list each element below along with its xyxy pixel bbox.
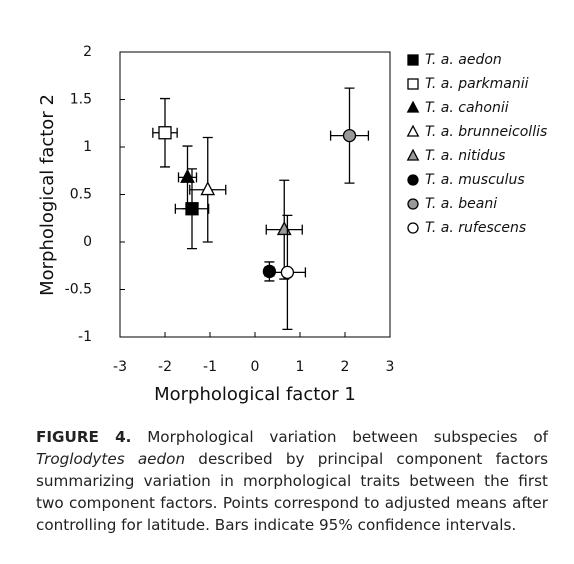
y-tick-label: 0 [83, 234, 92, 250]
caption-text: Morphological variation between subspeci… [147, 428, 548, 446]
legend-marker [407, 198, 419, 210]
x-tick-label: -1 [203, 359, 217, 375]
legend-marker [407, 174, 419, 186]
y-tick-label: 1 [83, 139, 92, 155]
legend-marker [406, 148, 420, 161]
x-tick-label: 0 [251, 359, 260, 375]
point [276, 221, 292, 236]
y-tick-label: 0.5 [70, 187, 92, 203]
point [342, 128, 357, 143]
legend-marker [407, 222, 419, 234]
legend-marker [407, 78, 419, 90]
caption-text: described by principal component factors… [36, 450, 548, 534]
legend-marker [407, 54, 419, 66]
chart: Morphological factor 1 Morphological fac… [37, 44, 547, 405]
y-tick-label: 1.5 [70, 92, 92, 108]
y-tick-label: 2 [83, 44, 92, 60]
x-tick-label: 1 [296, 359, 305, 375]
y-tick-label: -0.5 [65, 282, 92, 298]
legend-label: T. a. rufescens [425, 220, 526, 236]
point [200, 181, 216, 196]
legend-label: T. a. nitidus [425, 148, 505, 164]
legend-label: T. a. cahonii [425, 100, 509, 116]
y-tick-label: -1 [78, 329, 92, 345]
legend-marker [406, 100, 420, 113]
caption-species: Troglodytes aedon [36, 450, 186, 468]
x-tick-label: -2 [158, 359, 172, 375]
legend-label: T. a. brunneicollis [425, 124, 547, 140]
x-tick-label: 2 [341, 359, 350, 375]
legend-marker [406, 124, 420, 137]
legend-label: T. a. beani [425, 196, 497, 212]
point [180, 168, 195, 183]
x-axis-label: Morphological factor 1 [154, 384, 356, 405]
point [280, 265, 295, 280]
legend-label: T. a. aedon [425, 52, 502, 68]
x-tick-label: 3 [386, 359, 395, 375]
x-tick-label: -3 [113, 359, 127, 375]
point [158, 126, 172, 140]
caption: FIGURE 4. Morphological variation betwee… [36, 426, 548, 536]
caption-label: FIGURE 4. [36, 428, 132, 446]
legend-label: T. a. parkmanii [425, 76, 529, 92]
y-axis-label: Morphological factor 2 [37, 94, 58, 296]
legend-label: T. a. musculus [425, 172, 525, 188]
